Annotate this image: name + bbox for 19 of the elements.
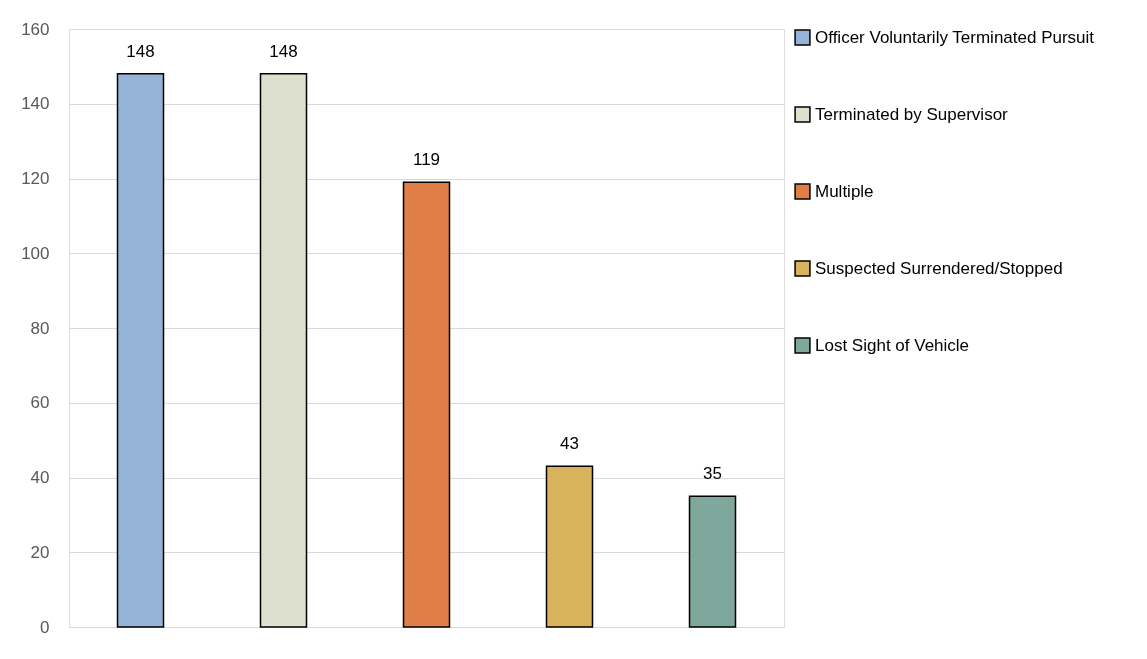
y-tick-label: 160 [21, 19, 50, 39]
data-label: 148 [126, 41, 155, 61]
y-tick-label: 40 [30, 468, 50, 487]
y-tick-label: 0 [40, 617, 50, 637]
legend-label: Suspected Surrendered/Stopped [815, 258, 1063, 278]
legend-label: Multiple [815, 181, 874, 201]
y-tick-label: 120 [21, 169, 50, 188]
data-label: 43 [560, 434, 579, 454]
y-tick-label: 20 [30, 542, 50, 562]
y-tick-label: 100 [21, 243, 50, 263]
y-tick-label: 140 [21, 94, 50, 114]
y-tick-label: 60 [30, 393, 50, 413]
data-label: 35 [703, 464, 722, 484]
legend-label: Lost Sight of Vehicle [815, 335, 970, 355]
legend-label: Terminated by Supervisor [815, 104, 1009, 124]
y-tick-label: 80 [30, 318, 50, 338]
legend-label: Officer Voluntarily Terminated Pursuit [815, 27, 1095, 47]
data-label: 148 [269, 41, 298, 61]
data-label: 119 [412, 150, 441, 170]
